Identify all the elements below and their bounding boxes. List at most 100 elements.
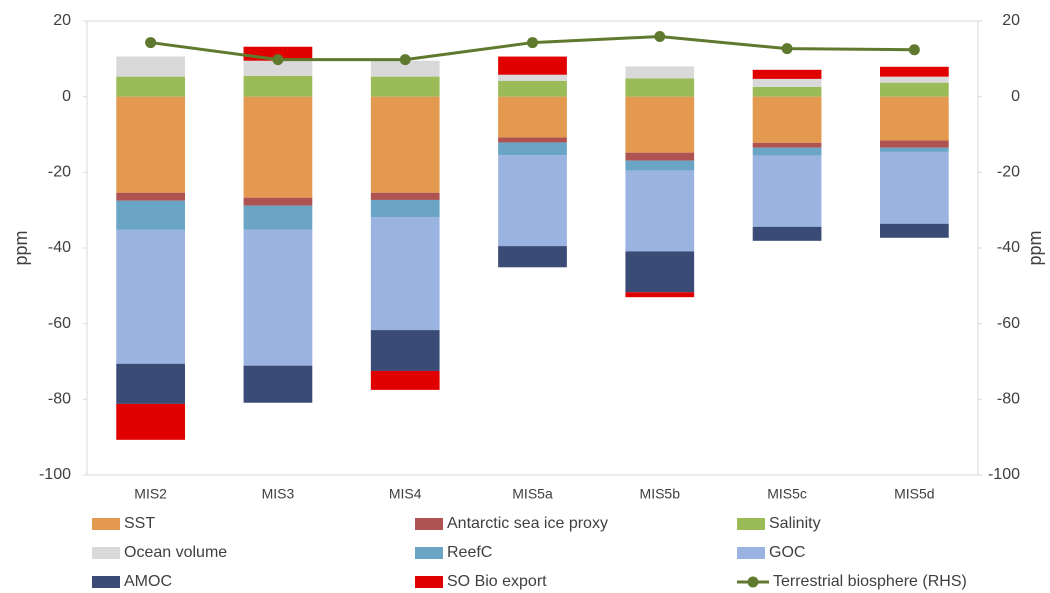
- bar-segment: [370, 76, 440, 97]
- y2-tick-label: 20: [1002, 12, 1020, 29]
- legend-swatch: [92, 547, 120, 559]
- bar-segment: [116, 96, 186, 193]
- bar-segment: [116, 403, 186, 440]
- bar-segment: [498, 96, 567, 138]
- y2-tick-label: -100: [988, 466, 1020, 483]
- bar-segment: [625, 66, 695, 79]
- legend-swatch: [415, 547, 443, 559]
- y2-tick-label: -20: [997, 164, 1020, 181]
- line-marker: [654, 31, 666, 43]
- x-tick-label: MIS4: [389, 486, 422, 502]
- legend-label: Ocean volume: [124, 544, 227, 561]
- bar-segment: [879, 66, 949, 77]
- y-tick-label: -80: [48, 391, 71, 408]
- x-tick-label: MIS5c: [767, 486, 807, 502]
- bar-segment: [370, 330, 440, 371]
- bar-segment: [498, 155, 567, 247]
- legend-label: SO Bio export: [447, 573, 547, 590]
- bar-segment: [879, 76, 949, 83]
- legend-swatch: [737, 518, 765, 530]
- bar-segment: [625, 170, 695, 252]
- legend-swatch: [415, 576, 443, 588]
- line-marker: [527, 37, 538, 49]
- bar-segment: [370, 192, 440, 200]
- legend-label: Terrestrial biosphere (RHS): [773, 573, 967, 590]
- x-tick-label: MIS2: [134, 486, 167, 502]
- x-tick-label: MIS5a: [512, 486, 553, 502]
- bar-segment: [243, 197, 313, 206]
- y-tick-label: 0: [62, 88, 71, 105]
- bar-segment: [752, 96, 822, 143]
- bar-segment: [625, 152, 695, 161]
- bar-segment: [116, 229, 186, 364]
- legend-label: Salinity: [769, 515, 821, 532]
- bar-segment: [243, 60, 313, 76]
- bar-segment: [243, 75, 313, 97]
- y-tick-label: -60: [48, 315, 71, 332]
- bar-segment: [879, 151, 949, 224]
- y2-axis-label: ppm: [1025, 230, 1045, 265]
- bar-segment: [116, 192, 186, 201]
- bar-segment: [116, 76, 186, 97]
- y-axis-label: ppm: [11, 230, 31, 265]
- x-tick-label: MIS5d: [894, 486, 934, 502]
- bar-segment: [370, 60, 440, 77]
- legend-swatch: [747, 576, 759, 588]
- bar-segment: [116, 363, 186, 404]
- line-marker: [908, 44, 920, 56]
- y-tick-label: 20: [53, 12, 71, 29]
- legend-swatch: [92, 518, 120, 530]
- bar-segment: [625, 96, 695, 153]
- bar-segment: [243, 205, 313, 230]
- legend-label: Antarctic sea ice proxy: [447, 515, 608, 532]
- bar-segment: [370, 216, 440, 331]
- bar-segment: [625, 251, 695, 293]
- line-marker: [145, 37, 157, 49]
- x-tick-label: MIS5b: [640, 486, 681, 502]
- y2-tick-label: -80: [997, 391, 1020, 408]
- bar-segment: [752, 142, 822, 148]
- bar-segment: [498, 80, 567, 97]
- bar-segment: [879, 82, 949, 97]
- bar-segment: [370, 96, 440, 193]
- bar-segment: [116, 56, 186, 77]
- line-marker: [399, 54, 411, 66]
- legend-swatch: [737, 547, 765, 559]
- bar-segment: [370, 370, 440, 390]
- bar-segment: [498, 74, 567, 81]
- bar-segment: [370, 199, 440, 217]
- bar-segment: [243, 365, 313, 403]
- y-tick-label: -20: [48, 164, 71, 181]
- y2-tick-label: -60: [997, 315, 1020, 332]
- bar-segment: [498, 142, 567, 156]
- legend-label: AMOC: [124, 573, 172, 590]
- y2-tick-label: 0: [1011, 88, 1020, 105]
- bar-segment: [879, 96, 949, 141]
- bar-segment: [116, 200, 186, 230]
- bar-segment: [243, 229, 313, 366]
- bar-segment: [625, 78, 695, 97]
- bar-segment: [752, 155, 822, 227]
- bar-segment: [752, 78, 822, 87]
- bar-segment: [752, 226, 822, 241]
- y-tick-label: -100: [39, 466, 71, 483]
- bar-segment: [625, 160, 695, 171]
- x-tick-label: MIS3: [262, 486, 295, 502]
- y-tick-label: -40: [48, 239, 71, 256]
- legend-label: SST: [124, 515, 155, 532]
- bar-segment: [243, 96, 313, 198]
- bar-segment: [625, 292, 695, 298]
- legend-swatch: [92, 576, 120, 588]
- bar-segment: [498, 56, 567, 75]
- legend-label: GOC: [769, 544, 805, 561]
- bar-segment: [752, 86, 822, 97]
- bar-segment: [879, 223, 949, 238]
- line-marker: [781, 43, 793, 55]
- y2-tick-label: -40: [997, 239, 1020, 256]
- bar-segment: [752, 147, 822, 156]
- legend-label: ReefC: [447, 544, 492, 561]
- bar-segment: [498, 137, 567, 143]
- bar-segment: [498, 246, 567, 268]
- bar-segment: [879, 140, 949, 148]
